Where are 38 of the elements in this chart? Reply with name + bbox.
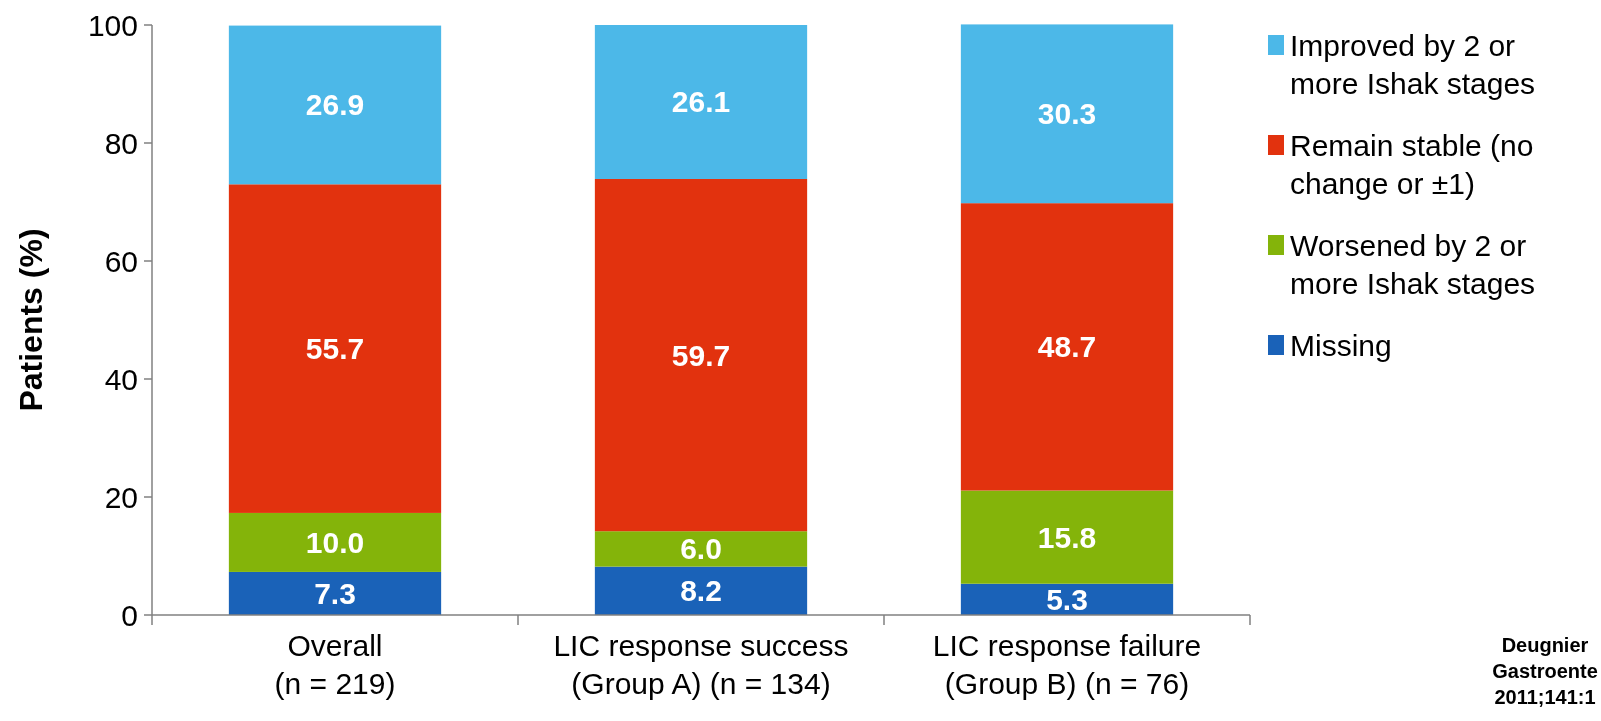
x-tick-label: LIC response success (Group A) (n = 134) [553,628,849,700]
bar [960,203,1174,491]
legend-label: Improved by 2 or more Ishak stages [1290,28,1536,100]
bar [228,184,442,513]
data-label: 59.7 [671,338,731,372]
data-label: 6.0 [680,532,722,566]
data-label: 7.3 [314,576,356,610]
y-tick-label: 60 [104,244,138,278]
bar [960,490,1174,584]
bar [228,571,442,615]
y-tick-label: 20 [104,480,138,514]
data-label: 55.7 [305,332,365,366]
x-tick-label: Overall (n = 219) [274,628,396,700]
y-tick-label: 80 [104,126,138,160]
bar [228,512,442,572]
y-tick-label: 0 [121,598,138,632]
y-tick-label: 40 [104,362,138,396]
legend-label: Worsened by 2 or more Ishak stages [1290,228,1536,300]
y-tick-label: 100 [87,8,138,42]
data-label: 48.7 [1037,330,1097,364]
bar [594,178,808,532]
data-label: 5.3 [1046,582,1088,616]
bar [960,24,1174,204]
data-label: 10.0 [305,525,365,559]
y-axis-title: Patients (%) [13,228,49,412]
legend-label: Remain stable (no change or ±1) [1290,128,1534,200]
data-label: 15.8 [1037,520,1097,554]
bar [594,566,808,615]
bar [594,25,808,179]
x-tick-label: LIC response failure (Group B) (n = 76) [932,628,1202,700]
legend-label: Missing [1290,328,1392,362]
data-label: 30.3 [1037,97,1097,131]
bar [594,531,808,567]
data-label: 26.1 [671,85,731,119]
text: Deugnier Gastroente 2011;141:1 [1492,634,1598,708]
data-label: 26.9 [305,88,365,122]
bar [228,25,442,185]
data-label: 8.2 [680,574,722,608]
